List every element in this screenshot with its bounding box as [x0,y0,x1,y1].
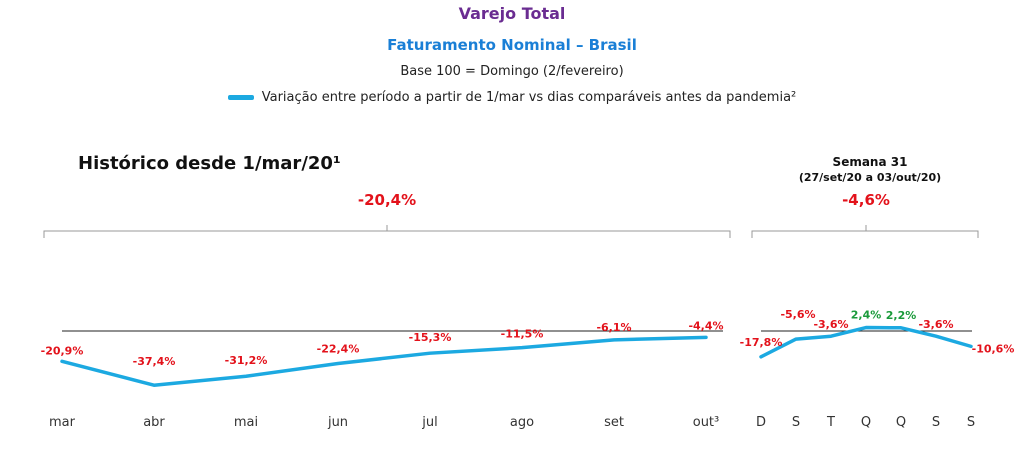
history-data-label: -6,1% [596,321,631,334]
week-data-label: -3,6% [918,318,953,331]
week-data-label: -17,8% [740,336,783,349]
history-category-label: set [604,415,624,430]
week-series-line [759,325,973,359]
chart-title: Varejo Total [458,4,566,23]
history-data-label: -37,4% [133,355,176,368]
week-data-label: -10,6% [972,342,1015,355]
history-category-label: jul [421,415,437,430]
legend: Variação entre período a partir de 1/mar… [0,90,1024,105]
history-data-label: -31,2% [225,354,268,367]
base-note: Base 100 = Domingo (2/fevereiro) [400,64,624,79]
week-category-label: S [932,415,940,430]
week-data-label: -5,6% [780,308,815,321]
week-bracket [751,225,979,238]
week-panel-title: Semana 31 [832,155,908,169]
history-data-label: -15,3% [409,331,452,344]
week-category-label: D [756,415,766,430]
week-category-label: Q [896,415,906,430]
legend-line-swatch [227,95,254,100]
chart-subtitle: Faturamento Nominal – Brasil [387,36,637,54]
history-category-label: mai [234,415,258,430]
week-aggregate-label: -4,6% [842,191,890,209]
history-plot: -20,9% -37,4% -31,2% -22,4% -15,3% -11,5% -6,1… [41,319,724,430]
history-panel-title: Histórico desde 1/mar/20¹ [78,153,341,174]
week-category-label: Q [861,415,871,430]
history-category-label: abr [143,415,165,430]
history-data-label: -20,9% [41,344,84,357]
week-plot: -17,8%-5,6%-3,6%2,4% 2,2%-3,6%-10,6%D S T Q Q… [740,308,1015,430]
history-data-label: -4,4% [688,319,723,332]
history-category-label: mar [49,415,76,430]
history-category-label: out³ [693,415,720,430]
week-category-label: T [826,415,835,430]
history-aggregate-label: -20,4% [357,191,417,209]
week-data-label: 2,4% [851,309,882,322]
history-category-label: ago [510,415,534,430]
week-panel-subtitle: (27/set/20 a 03/out/20) [798,171,942,184]
week-data-label: -3,6% [813,318,848,331]
week-data-label: 2,2% [886,309,917,322]
week-category-label: S [792,415,800,430]
week-category-label: S [967,415,975,430]
history-data-label: -11,5% [501,328,544,341]
history-data-label: -22,4% [317,342,360,355]
history-category-label: jun [327,415,348,430]
legend-label: Variação entre período a partir de 1/mar… [261,90,797,105]
history-bracket [43,225,731,238]
history-series-line [60,335,708,387]
